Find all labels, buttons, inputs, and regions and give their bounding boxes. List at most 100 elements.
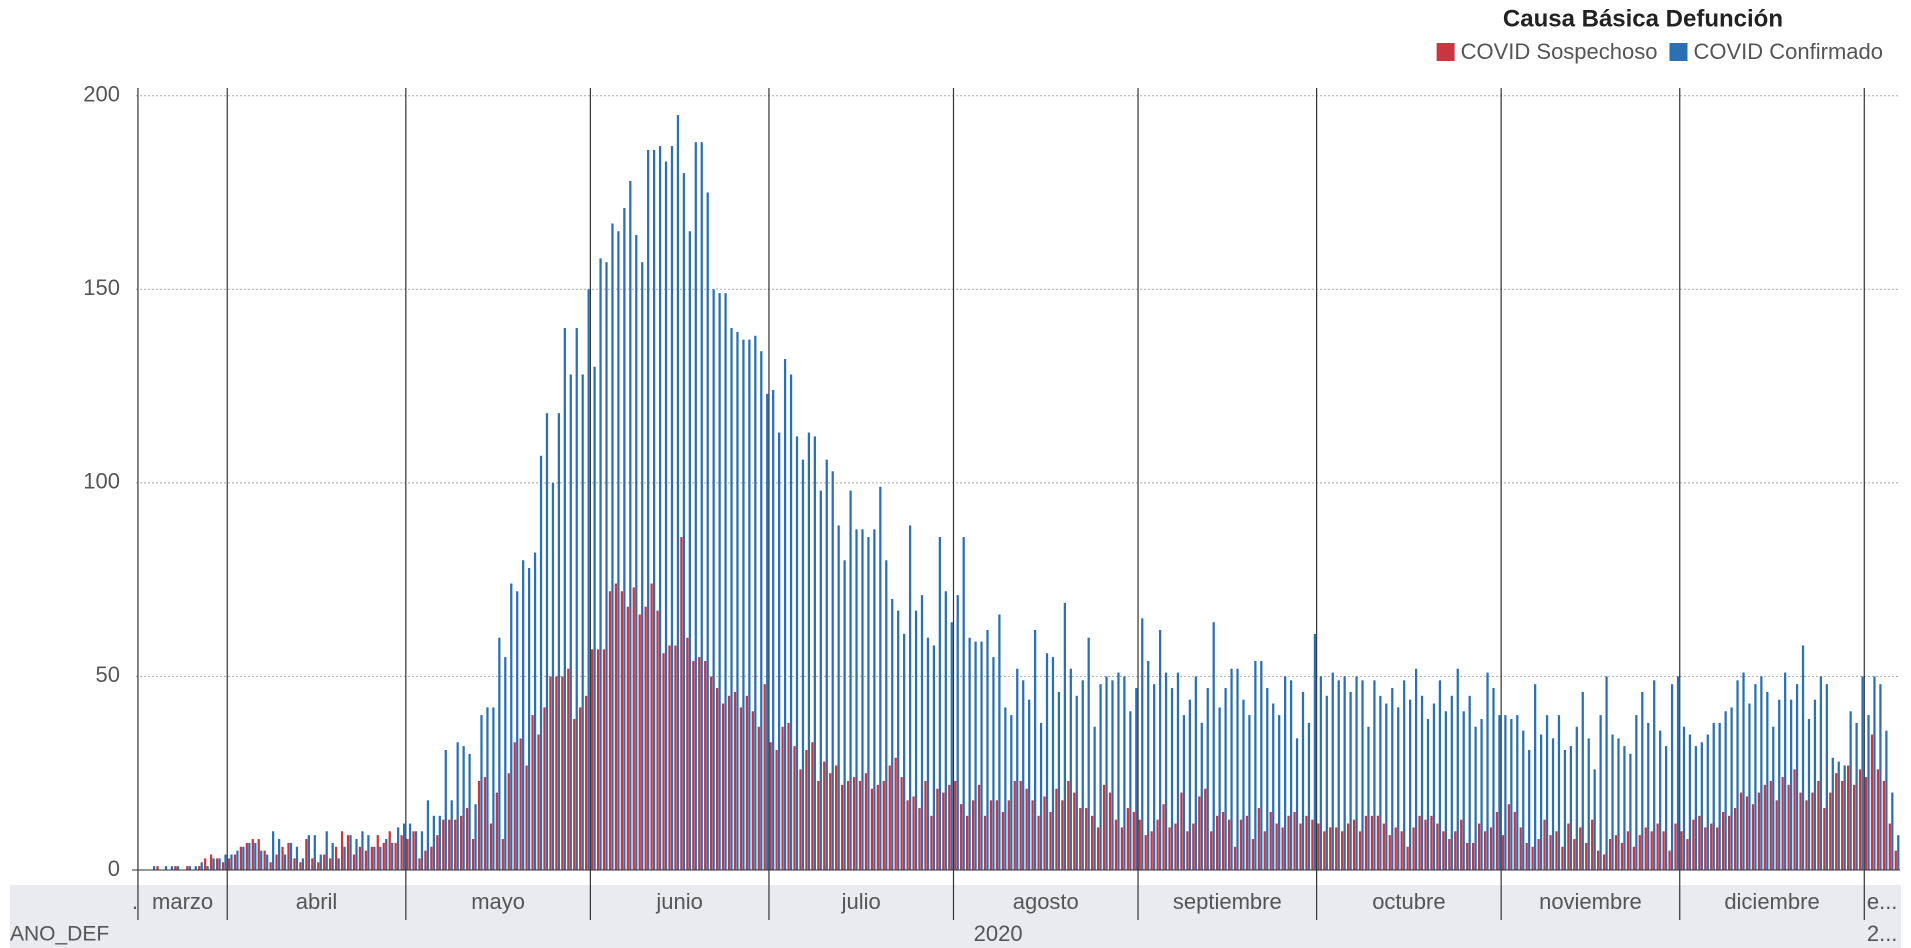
bar <box>1495 811 1499 870</box>
bar <box>829 773 832 870</box>
bar <box>965 815 969 870</box>
bar <box>1007 800 1010 870</box>
bar <box>769 742 772 870</box>
bar <box>1659 730 1662 870</box>
bar <box>1204 788 1207 870</box>
bar <box>486 707 489 870</box>
bar <box>436 835 439 870</box>
bar <box>1448 839 1451 870</box>
bar <box>1486 672 1489 870</box>
bar <box>551 482 555 870</box>
bar <box>164 866 168 870</box>
bar <box>1733 808 1737 870</box>
bar <box>748 339 751 870</box>
bar <box>1852 784 1856 870</box>
bar <box>1051 657 1055 870</box>
bar <box>1305 815 1308 870</box>
bar <box>1325 695 1328 870</box>
bar <box>1468 695 1471 870</box>
bar <box>1551 738 1555 870</box>
bar <box>894 757 897 870</box>
bar <box>870 788 874 870</box>
bar <box>1370 815 1374 870</box>
bar <box>626 606 629 870</box>
bar <box>206 866 209 870</box>
bar <box>194 866 197 870</box>
bar <box>1248 715 1251 870</box>
bar <box>778 432 781 870</box>
bar <box>801 459 805 870</box>
bar <box>948 784 951 870</box>
bar <box>1102 784 1106 870</box>
bar <box>1795 684 1799 870</box>
bar <box>1287 815 1290 870</box>
bar <box>1311 819 1314 870</box>
bar <box>638 614 641 870</box>
bar <box>311 858 314 870</box>
bar <box>1885 730 1888 870</box>
bar <box>1206 688 1209 870</box>
bar <box>277 839 281 870</box>
bar <box>879 486 882 870</box>
x-tick-label: noviembre <box>1539 889 1642 914</box>
bar <box>596 649 600 870</box>
bar <box>1349 691 1352 870</box>
bar <box>212 858 215 870</box>
bar <box>903 633 906 870</box>
bar <box>498 637 501 870</box>
bar <box>704 660 707 870</box>
bar <box>373 846 376 870</box>
bar <box>1099 684 1102 870</box>
bar <box>402 823 406 870</box>
x-tick-label: diciembre <box>1724 889 1819 914</box>
bar <box>1087 637 1090 870</box>
bar <box>1841 780 1844 870</box>
bar <box>1656 823 1659 870</box>
bar <box>983 815 987 870</box>
bar <box>1400 831 1403 870</box>
bar <box>968 637 971 870</box>
bar <box>751 711 754 870</box>
bar <box>426 800 430 870</box>
bar <box>370 846 373 870</box>
bar <box>1331 672 1334 870</box>
bar <box>1811 792 1814 870</box>
bar <box>477 780 481 870</box>
bar <box>218 858 221 870</box>
bar <box>835 765 838 870</box>
bar <box>1569 746 1572 870</box>
bar <box>956 595 959 870</box>
bar <box>1504 715 1507 870</box>
bar <box>1295 738 1299 870</box>
bar <box>775 749 778 870</box>
bar <box>1346 823 1350 870</box>
bar <box>465 808 469 870</box>
bar <box>1337 680 1340 870</box>
bar <box>1126 808 1129 870</box>
bar <box>1406 846 1409 870</box>
bar <box>215 858 219 870</box>
bar <box>379 846 382 870</box>
bar <box>855 529 858 870</box>
legend-label: COVID Sospechoso <box>1461 39 1658 64</box>
bar <box>471 839 475 870</box>
bar <box>385 839 388 870</box>
bar <box>329 858 332 870</box>
bar <box>1867 715 1870 870</box>
bar <box>337 858 340 870</box>
bar <box>400 835 403 870</box>
bar <box>1442 831 1445 870</box>
bar <box>1341 831 1344 870</box>
bar <box>1388 835 1391 870</box>
bar <box>1873 676 1876 870</box>
bar <box>1317 823 1320 870</box>
bar <box>456 742 459 870</box>
bar <box>1664 746 1668 870</box>
bar <box>647 149 650 870</box>
bar <box>650 583 653 870</box>
bar <box>989 800 993 870</box>
bar <box>1676 676 1680 870</box>
bar <box>364 850 368 870</box>
bar <box>522 560 525 870</box>
legend-swatch <box>1436 43 1455 61</box>
